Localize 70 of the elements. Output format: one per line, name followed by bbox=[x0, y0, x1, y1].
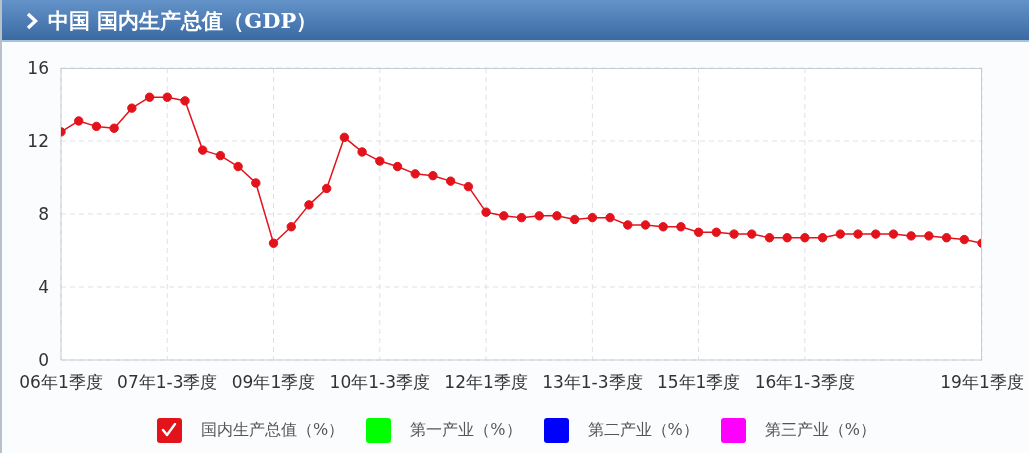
legend-label: 第二产业（%） bbox=[587, 420, 699, 441]
point bbox=[463, 181, 474, 192]
legend-label: 第三产业（%） bbox=[764, 420, 876, 441]
point bbox=[197, 145, 208, 155]
point bbox=[162, 92, 172, 102]
y-tick-label: 4 bbox=[38, 277, 49, 298]
point bbox=[481, 207, 491, 217]
point bbox=[782, 233, 792, 243]
point bbox=[516, 212, 527, 223]
point bbox=[959, 234, 969, 245]
point bbox=[445, 176, 456, 186]
point bbox=[729, 229, 739, 239]
x-tick-label: 13年1-3季度 bbox=[542, 372, 643, 393]
point bbox=[428, 170, 438, 181]
point bbox=[109, 123, 119, 133]
point bbox=[357, 147, 367, 157]
x-tick-label: 16年1-3季度 bbox=[754, 372, 856, 393]
point bbox=[91, 121, 102, 132]
chart-title: 中国 国内生产总值（GDP） bbox=[48, 7, 318, 35]
x-tick-label: 10年1-3季度 bbox=[329, 372, 431, 393]
point bbox=[676, 222, 686, 232]
point bbox=[233, 161, 243, 172]
point bbox=[693, 227, 704, 237]
y-tick-label: 16 bbox=[27, 58, 49, 79]
point bbox=[747, 229, 757, 239]
y-tick-label: 12 bbox=[27, 131, 49, 152]
point bbox=[853, 229, 863, 239]
point bbox=[286, 222, 296, 232]
point bbox=[268, 238, 279, 248]
point bbox=[924, 231, 934, 241]
point bbox=[941, 233, 952, 243]
point bbox=[499, 211, 509, 221]
point bbox=[144, 92, 155, 102]
point bbox=[339, 132, 350, 143]
point bbox=[711, 227, 722, 237]
point bbox=[74, 116, 84, 126]
y-tick-label: 0 bbox=[38, 350, 49, 371]
point bbox=[410, 169, 420, 179]
x-tick-label: 06年1季度 bbox=[19, 372, 103, 393]
point bbox=[623, 220, 633, 230]
point bbox=[552, 211, 562, 221]
point bbox=[375, 156, 385, 166]
point bbox=[640, 220, 651, 230]
point bbox=[180, 96, 190, 106]
y-tick-label: 8 bbox=[38, 204, 49, 225]
point bbox=[835, 229, 846, 239]
point bbox=[605, 212, 615, 223]
point bbox=[251, 178, 261, 188]
point bbox=[800, 233, 810, 243]
x-tick-label: 09年1季度 bbox=[231, 372, 316, 393]
point bbox=[587, 212, 598, 223]
legend-label: 国内生产总值（%） bbox=[201, 420, 345, 441]
point bbox=[304, 200, 314, 210]
point bbox=[658, 222, 668, 232]
point bbox=[321, 183, 332, 194]
point bbox=[215, 150, 226, 161]
x-tick-label: 12年1季度 bbox=[444, 372, 528, 393]
point bbox=[906, 231, 916, 241]
point bbox=[534, 211, 544, 221]
x-tick-label: 15年1季度 bbox=[656, 372, 741, 393]
x-tick-label: 19年1季度 bbox=[940, 372, 1024, 393]
point bbox=[888, 229, 899, 239]
point bbox=[569, 214, 580, 225]
x-tick-label: 07年1-3季度 bbox=[117, 372, 218, 393]
point bbox=[392, 161, 403, 172]
point bbox=[764, 233, 775, 243]
point bbox=[871, 229, 881, 239]
point bbox=[127, 103, 137, 113]
legend-label: 第一产业（%） bbox=[410, 420, 522, 441]
point bbox=[817, 233, 828, 243]
